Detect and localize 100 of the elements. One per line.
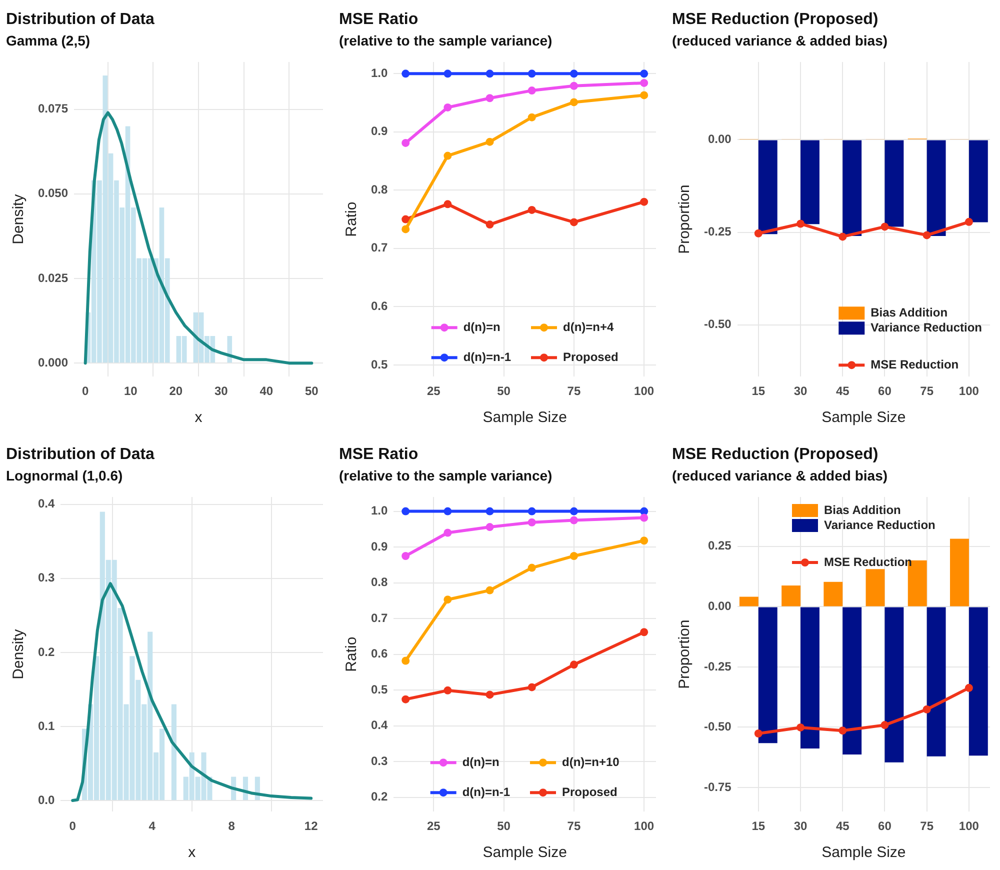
point bbox=[964, 218, 973, 226]
point bbox=[528, 518, 536, 526]
legend-label: Proposed bbox=[562, 784, 618, 799]
chart-subtitle: (reduced variance & added bias) bbox=[672, 467, 888, 484]
y-axis-title: Ratio bbox=[343, 636, 360, 672]
y-tick-label: -0.50 bbox=[704, 720, 732, 734]
y-tick-label: -0.25 bbox=[704, 224, 732, 239]
point bbox=[796, 220, 805, 228]
point bbox=[570, 70, 578, 78]
y-tick-label: 0.9 bbox=[370, 539, 388, 554]
bar bbox=[884, 607, 904, 762]
point bbox=[402, 215, 410, 224]
bar bbox=[800, 607, 820, 748]
y-tick-label: 0.3 bbox=[370, 754, 388, 768]
point bbox=[528, 86, 536, 95]
chart-subtitle: (relative to the sample variance) bbox=[339, 32, 552, 48]
y-tick-label: 1.0 bbox=[370, 66, 388, 80]
point bbox=[444, 103, 452, 112]
chart-title: MSE Ratio bbox=[339, 11, 418, 28]
y-tick-label: 0.8 bbox=[370, 182, 388, 196]
y-tick-label: 0.0 bbox=[38, 792, 55, 807]
x-axis-title: x bbox=[188, 844, 196, 862]
x-tick-label: 4 bbox=[148, 819, 156, 834]
point bbox=[640, 536, 648, 545]
bar bbox=[739, 596, 758, 606]
point bbox=[570, 507, 578, 516]
point bbox=[528, 564, 536, 572]
bar bbox=[824, 582, 843, 606]
point bbox=[838, 726, 847, 735]
x-tick-label: 50 bbox=[497, 384, 511, 398]
point bbox=[444, 200, 452, 208]
x-tick-label: 15 bbox=[752, 819, 766, 834]
y-tick-label: 1.0 bbox=[370, 504, 388, 518]
chart-title: MSE Ratio bbox=[339, 446, 418, 464]
chart-title: MSE Reduction (Proposed) bbox=[672, 446, 878, 464]
y-tick-label: 0.9 bbox=[370, 124, 388, 138]
y-tick-label: 0.2 bbox=[370, 790, 388, 804]
bar bbox=[782, 585, 801, 606]
point bbox=[444, 596, 452, 604]
point bbox=[796, 723, 805, 732]
y-axis-title: Density bbox=[10, 628, 28, 680]
point bbox=[402, 225, 410, 234]
y-tick-label: 0.8 bbox=[370, 575, 388, 590]
y-tick-label: 0.4 bbox=[38, 496, 55, 511]
point bbox=[486, 690, 494, 699]
legend-label: Bias Addition bbox=[824, 502, 901, 517]
point bbox=[486, 220, 494, 229]
chart-subtitle: (relative to the sample variance) bbox=[339, 467, 552, 484]
point bbox=[570, 98, 578, 106]
bar bbox=[968, 607, 988, 756]
point bbox=[402, 138, 410, 147]
x-tick-label: 75 bbox=[920, 384, 934, 398]
point bbox=[444, 686, 452, 694]
point bbox=[444, 528, 452, 537]
x-axis-title: Sample Size bbox=[822, 409, 906, 426]
x-tick-label: 0 bbox=[69, 819, 76, 834]
x-axis-title: Sample Size bbox=[822, 844, 906, 862]
point bbox=[880, 222, 889, 231]
y-tick-label: 0.7 bbox=[370, 240, 388, 255]
legend-label: Variance Reduction bbox=[824, 518, 936, 532]
y-tick-label: 0.4 bbox=[370, 718, 388, 732]
point bbox=[640, 70, 648, 78]
chart-subtitle: Gamma (2,5) bbox=[6, 32, 90, 48]
point bbox=[838, 232, 847, 241]
x-tick-label: 45 bbox=[836, 384, 850, 398]
x-axis-title: x bbox=[194, 409, 203, 426]
x-tick-label: 75 bbox=[567, 384, 581, 398]
y-tick-label: 0.050 bbox=[38, 186, 68, 200]
y-tick-label: 0.025 bbox=[38, 270, 68, 285]
point bbox=[922, 231, 931, 240]
x-tick-label: 25 bbox=[426, 384, 441, 398]
point bbox=[570, 552, 578, 560]
y-axis-title: Proportion bbox=[676, 620, 694, 689]
bar bbox=[950, 538, 969, 606]
point bbox=[402, 695, 410, 704]
y-tick-label: 0.00 bbox=[708, 132, 732, 146]
point bbox=[486, 94, 494, 102]
point bbox=[640, 514, 648, 522]
legend-label: MSE Reduction bbox=[870, 357, 959, 372]
y-axis-title: Ratio bbox=[343, 202, 360, 237]
chart-subtitle: (reduced variance & added bias) bbox=[672, 32, 888, 48]
x-tick-label: 60 bbox=[878, 384, 892, 398]
point bbox=[964, 684, 973, 692]
x-tick-label: 30 bbox=[214, 384, 228, 398]
chart-title: Distribution of Data bbox=[6, 11, 155, 28]
y-tick-label: -0.75 bbox=[704, 780, 732, 794]
y-tick-label: -0.25 bbox=[704, 659, 732, 674]
x-axis-title: Sample Size bbox=[482, 409, 567, 426]
y-tick-label: 0.25 bbox=[708, 538, 732, 553]
x-axis-title: Sample Size bbox=[482, 844, 567, 862]
legend-label: d(n)=n+10 bbox=[562, 754, 620, 769]
y-tick-label: 0.7 bbox=[370, 610, 388, 625]
point bbox=[402, 507, 410, 516]
chart-title: MSE Reduction (Proposed) bbox=[672, 11, 878, 28]
x-tick-label: 60 bbox=[878, 819, 892, 834]
bar bbox=[926, 607, 946, 756]
point bbox=[402, 70, 410, 78]
legend-label: Bias Addition bbox=[870, 305, 948, 320]
x-tick-label: 10 bbox=[124, 384, 138, 398]
y-tick-label: 0.075 bbox=[38, 102, 68, 116]
